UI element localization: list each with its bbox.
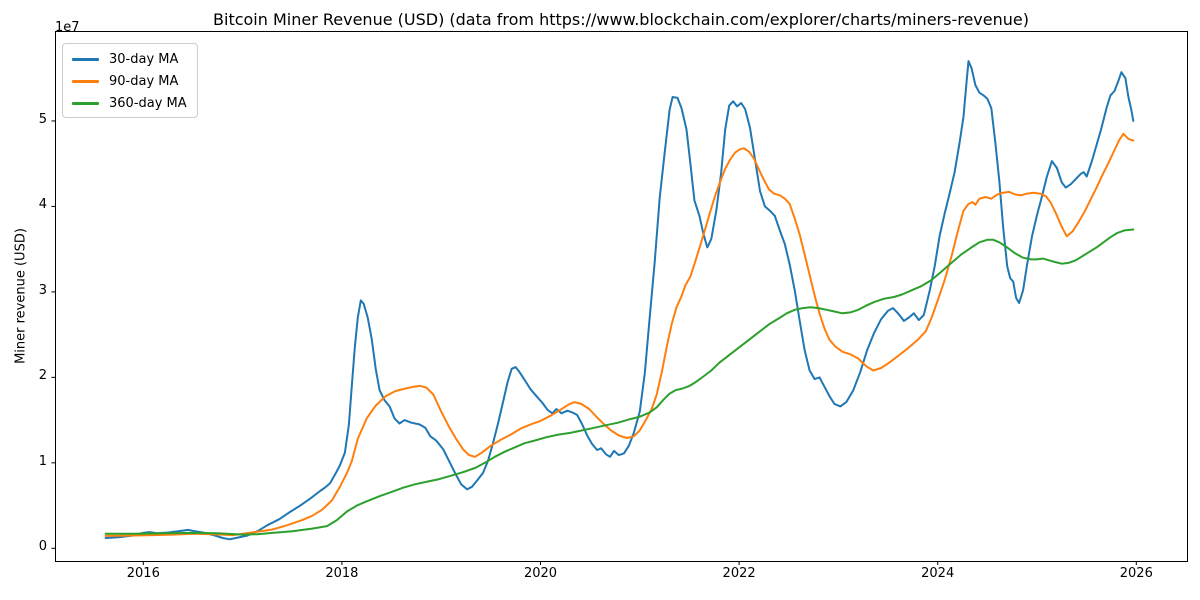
legend-line-sample-green [72,101,99,105]
series-line-30-day-ma [104,60,1135,541]
x-tick-label: 2018 [325,566,359,581]
x-tick-label: 2024 [921,566,955,581]
series-line-360-day-ma [104,228,1135,536]
chart-title: Bitcoin Miner Revenue (USD) (data from h… [213,10,1029,29]
legend-line-sample-orange [72,79,99,83]
y-tick-label: 5 [38,111,47,127]
y-tick-label: 2 [38,368,47,384]
legend-label: 30-day MA [109,51,179,67]
x-tick-label: 2022 [722,566,756,581]
x-tick-label: 2026 [1119,566,1153,581]
y-tick-label: 4 [38,197,47,213]
y-tick-label: 3 [38,282,47,298]
legend-item-360day: 360-day MA [72,92,197,114]
legend: 30-day MA 90-day MA 360-day MA [62,43,198,118]
y-tick-label: 1 [38,453,47,469]
x-tick-label: 2020 [523,566,558,581]
x-tick-label: 2016 [126,566,160,581]
legend-item-30day: 30-day MA [72,48,197,70]
legend-label: 360-day MA [109,95,187,111]
legend-item-90day: 90-day MA [72,70,197,92]
y-axis-offset-label: 1e7 [55,20,80,35]
legend-label: 90-day MA [109,73,179,89]
legend-line-sample-blue [72,57,99,61]
axes-spines [55,31,1188,562]
series-line-90-day-ma [104,132,1135,537]
y-tick-label: 0 [38,539,47,555]
